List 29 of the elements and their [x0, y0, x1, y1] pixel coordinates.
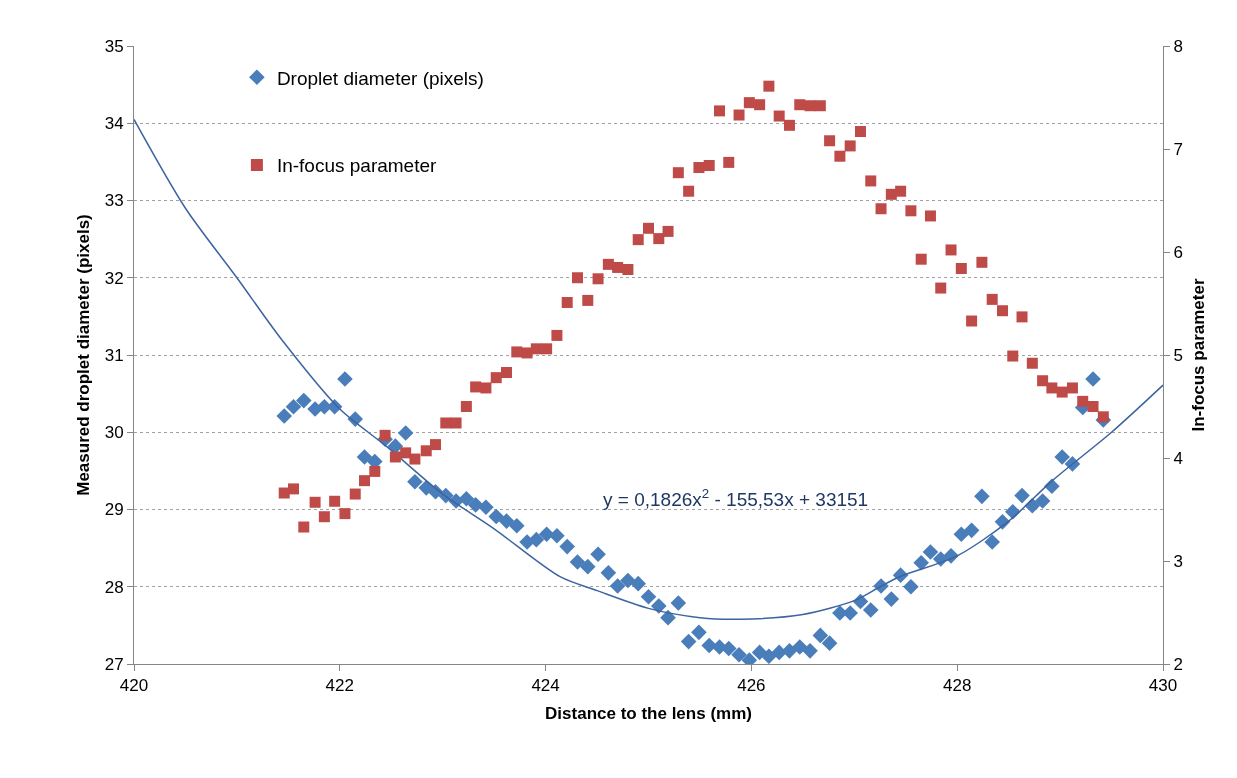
y2-tick-label: 6: [1173, 242, 1183, 262]
x-tick-label: 420: [119, 676, 149, 696]
line-series: [134, 118, 1163, 620]
x-tick-label: 426: [737, 676, 766, 696]
legend-label: In-focus parameter: [276, 155, 438, 177]
x-tick-label: 428: [943, 676, 972, 696]
y2-tick-label: 7: [1173, 139, 1183, 159]
legend-label: Droplet diameter (pixels): [276, 67, 484, 89]
y2-axis-title: In-focus parameter: [1189, 278, 1209, 432]
x-tick-label: 424: [531, 676, 560, 696]
y-tick-label: 32: [104, 268, 124, 288]
annotation: y = 0,1826x$^{2}$ - 155,53x + 33151: [603, 486, 869, 510]
y-tick-label: 28: [104, 577, 124, 597]
x-axis-title: Distance to the lens (mm): [545, 703, 752, 723]
y-tick-label: 29: [104, 500, 124, 520]
y2-tick-label: 2: [1173, 654, 1183, 674]
y-tick-label: 27: [104, 654, 124, 674]
y-tick-label: 35: [104, 36, 124, 56]
x-tick-label: 430: [1148, 676, 1178, 696]
y-tick-label: 34: [104, 114, 124, 134]
y-axis-title: Measured droplet diameter (pixels): [74, 214, 94, 496]
y2-tick-label: 8: [1173, 36, 1183, 56]
y-tick-label: 33: [104, 191, 124, 211]
y2-tick-label: 4: [1173, 448, 1183, 468]
y2-tick-label: 5: [1173, 345, 1183, 365]
y-tick-label: 31: [104, 345, 124, 365]
x-tick-label: 422: [325, 676, 354, 696]
y-tick-label: 30: [104, 423, 124, 443]
y2-tick-label: 3: [1173, 551, 1183, 571]
